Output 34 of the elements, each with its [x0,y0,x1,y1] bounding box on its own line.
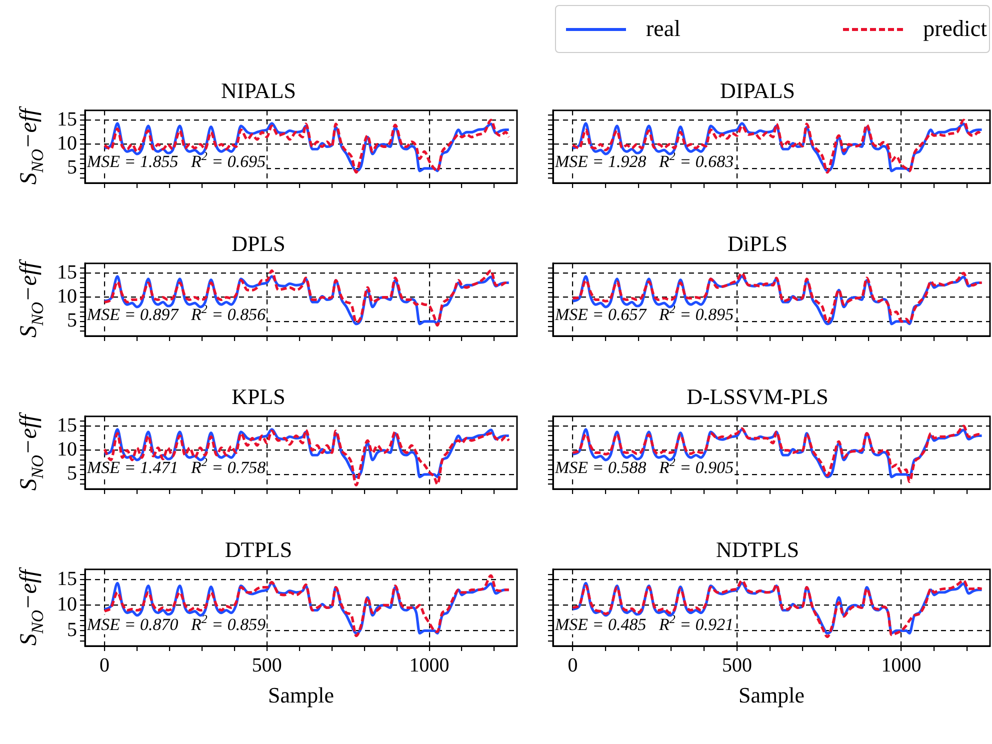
y-tick-label: 10 [57,593,77,616]
y-tick-label: 5 [67,618,77,641]
x-axis-title: Sample [738,682,804,708]
chart-title: NIPALS [221,78,296,103]
y-axis-title: SNO−eff [16,411,48,491]
chart-title: DIPALS [720,78,795,103]
y-tick-label: 10 [57,286,77,308]
y-tick-label: 10 [57,132,77,155]
y-tick-label: 15 [57,261,77,284]
chart-title: DPLS [232,230,286,256]
x-tick-label: 1000 [409,654,450,676]
legend-label: predict [923,16,987,42]
y-tick-label: 5 [67,310,77,332]
x-tick-label: 0 [568,654,578,676]
y-axis-title: SNO−eff [16,258,48,338]
y-axis-title: SNO−eff [16,105,48,185]
chart-title: KPLS [232,384,286,409]
y-tick-label: 5 [67,156,77,179]
chart-title: NDTPLS [716,536,800,562]
y-axis-title: SNO−eff [16,566,48,646]
legend-label: real [646,16,680,42]
x-tick-label: 1000 [881,654,922,676]
x-tick-label: 0 [99,654,110,676]
y-tick-label: 5 [67,462,77,485]
chart-title: D-LSSVM-PLS [686,384,828,409]
chart-title: DiPLS [728,230,788,256]
x-tick-label: 500 [252,654,282,676]
x-tick-label: 500 [722,654,752,676]
x-axis-title: Sample [268,682,334,708]
y-tick-label: 10 [57,438,77,461]
y-tick-label: 15 [57,414,77,436]
y-tick-label: 15 [57,108,77,130]
y-tick-label: 15 [57,568,77,590]
chart-title: DTPLS [224,536,292,562]
